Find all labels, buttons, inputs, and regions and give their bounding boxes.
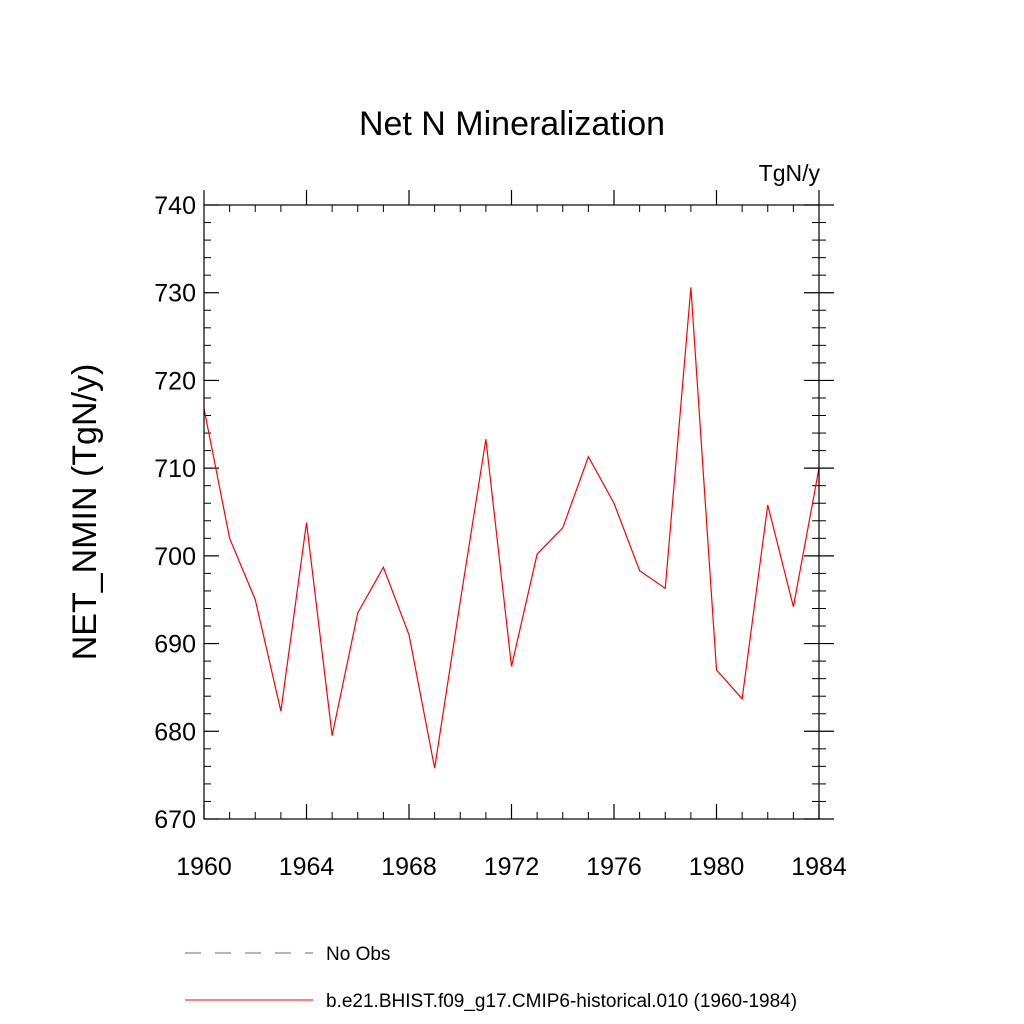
series-group	[203, 287, 820, 769]
y-tick-label: 670	[154, 806, 196, 834]
x-tick-label: 1980	[689, 853, 745, 881]
series-line	[203, 287, 820, 769]
y-tick-label: 700	[154, 543, 196, 571]
y-tick-label: 730	[154, 280, 196, 308]
x-tick-label: 1976	[586, 853, 642, 881]
units-label: TgN/y	[759, 160, 821, 186]
legend: No Obs b.e21.BHIST.f09_g17.CMIP6-historic…	[185, 944, 797, 1012]
x-tick-label: 1984	[791, 853, 847, 881]
minor-ticks	[204, 205, 826, 819]
chart-title: Net N Mineralization	[359, 105, 665, 143]
x-tick-label: 1964	[279, 853, 335, 881]
legend-label: b.e21.BHIST.f09_g17.CMIP6-historical.010…	[326, 991, 797, 1012]
y-axis-label: NET_NMIN (TgN/y)	[66, 364, 104, 661]
major-ticks	[203, 190, 834, 820]
y-tick-label: 720	[154, 367, 196, 395]
y-tick-label: 680	[154, 718, 196, 746]
legend-label: No Obs	[326, 944, 390, 965]
plot-frame	[203, 204, 820, 820]
y-tick-labels: 670 680 690 700 710 720 730 740	[154, 192, 196, 834]
x-tick-labels: 1960 1964 1968 1972 1976 1980 1984	[176, 853, 847, 881]
y-tick-label: 740	[154, 192, 196, 220]
y-tick-label: 710	[154, 455, 196, 483]
x-tick-label: 1972	[484, 853, 540, 881]
x-tick-label: 1960	[176, 853, 232, 881]
x-tick-label: 1968	[381, 853, 437, 881]
y-tick-label: 690	[154, 631, 196, 659]
